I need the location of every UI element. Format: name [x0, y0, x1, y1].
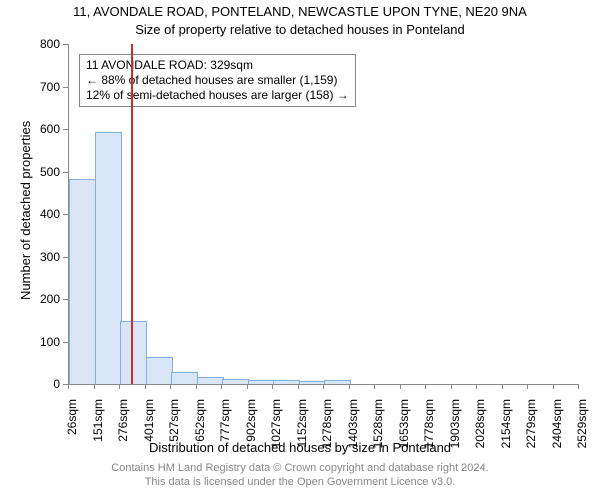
x-tick-mark — [272, 384, 273, 389]
histogram-bar — [146, 357, 173, 384]
y-tick-mark — [63, 299, 68, 300]
y-tick-label: 100 — [30, 335, 60, 349]
footer-attribution: Contains HM Land Registry data © Crown c… — [0, 462, 600, 490]
x-tick-label: 2404sqm — [550, 399, 564, 451]
y-tick-label: 500 — [30, 165, 60, 179]
annotation-line: 11 AVONDALE ROAD: 329sqm — [86, 58, 349, 73]
footer-line-2: This data is licensed under the Open Gov… — [0, 476, 600, 490]
footer-line-1: Contains HM Land Registry data © Crown c… — [0, 462, 600, 476]
histogram-chart: 11, AVONDALE ROAD, PONTELAND, NEWCASTLE … — [0, 0, 600, 500]
plot-area: 11 AVONDALE ROAD: 329sqm← 88% of detache… — [68, 44, 579, 385]
histogram-bar — [95, 132, 122, 384]
x-tick-label: 2028sqm — [473, 399, 487, 451]
y-tick-label: 800 — [30, 37, 60, 51]
x-tick-mark — [476, 384, 477, 389]
x-tick-label: 652sqm — [193, 399, 207, 451]
y-tick-label: 200 — [30, 292, 60, 306]
x-tick-label: 26sqm — [65, 399, 79, 451]
x-tick-label: 1027sqm — [269, 399, 283, 451]
y-tick-label: 600 — [30, 122, 60, 136]
x-tick-mark — [323, 384, 324, 389]
x-tick-mark — [298, 384, 299, 389]
x-tick-mark — [553, 384, 554, 389]
x-tick-label: 1903sqm — [448, 399, 462, 451]
chart-subtitle: Size of property relative to detached ho… — [0, 22, 600, 37]
y-tick-mark — [63, 257, 68, 258]
x-tick-mark — [145, 384, 146, 389]
y-tick-mark — [63, 172, 68, 173]
y-tick-mark — [63, 342, 68, 343]
x-tick-mark — [170, 384, 171, 389]
x-tick-label: 276sqm — [116, 399, 130, 451]
property-marker-line — [131, 44, 133, 384]
x-tick-mark — [374, 384, 375, 389]
histogram-bar — [248, 380, 275, 384]
x-tick-label: 2529sqm — [575, 399, 589, 451]
histogram-bar — [324, 380, 351, 384]
x-tick-mark — [400, 384, 401, 389]
x-tick-mark — [68, 384, 69, 389]
x-tick-mark — [247, 384, 248, 389]
x-tick-label: 1653sqm — [397, 399, 411, 451]
histogram-bar — [171, 372, 198, 384]
x-tick-label: 1278sqm — [320, 399, 334, 451]
x-tick-label: 2154sqm — [499, 399, 513, 451]
x-tick-label: 1778sqm — [422, 399, 436, 451]
histogram-bar — [222, 379, 249, 384]
x-tick-label: 1152sqm — [295, 399, 309, 451]
x-tick-mark — [94, 384, 95, 389]
x-tick-label: 777sqm — [218, 399, 232, 451]
histogram-bar — [273, 380, 300, 384]
y-tick-mark — [63, 129, 68, 130]
y-tick-mark — [63, 44, 68, 45]
x-tick-mark — [119, 384, 120, 389]
annotation-box: 11 AVONDALE ROAD: 329sqm← 88% of detache… — [79, 54, 356, 107]
x-tick-label: 902sqm — [244, 399, 258, 451]
annotation-line: ← 88% of detached houses are smaller (1,… — [86, 73, 349, 88]
x-tick-mark — [349, 384, 350, 389]
x-tick-mark — [221, 384, 222, 389]
x-tick-label: 151sqm — [91, 399, 105, 451]
x-tick-mark — [451, 384, 452, 389]
x-tick-label: 401sqm — [142, 399, 156, 451]
y-tick-label: 700 — [30, 80, 60, 94]
x-tick-mark — [502, 384, 503, 389]
annotation-line: 12% of semi-detached houses are larger (… — [86, 88, 349, 103]
histogram-bar — [197, 377, 224, 384]
x-tick-mark — [425, 384, 426, 389]
y-tick-label: 400 — [30, 207, 60, 221]
y-tick-mark — [63, 214, 68, 215]
x-tick-label: 527sqm — [167, 399, 181, 451]
x-tick-label: 1403sqm — [346, 399, 360, 451]
chart-title: 11, AVONDALE ROAD, PONTELAND, NEWCASTLE … — [0, 4, 600, 19]
histogram-bar — [299, 381, 326, 384]
x-tick-mark — [196, 384, 197, 389]
x-tick-mark — [527, 384, 528, 389]
y-tick-label: 300 — [30, 250, 60, 264]
x-tick-mark — [578, 384, 579, 389]
histogram-bar — [69, 179, 96, 384]
y-tick-label: 0 — [30, 377, 60, 391]
x-tick-label: 2279sqm — [524, 399, 538, 451]
x-tick-label: 1528sqm — [371, 399, 385, 451]
y-tick-mark — [63, 87, 68, 88]
histogram-bar — [120, 321, 147, 384]
